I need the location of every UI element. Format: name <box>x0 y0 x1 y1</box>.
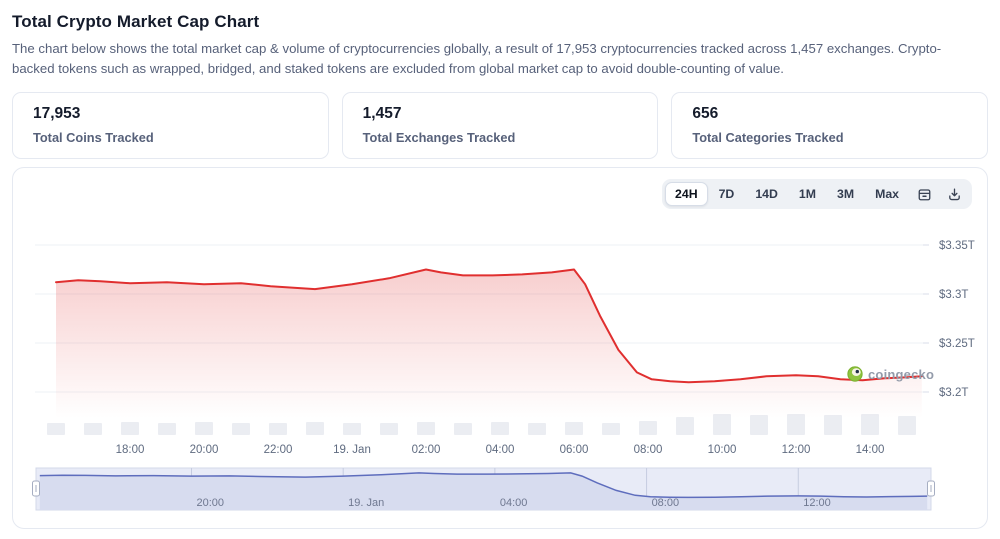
navigator-labels: 20:00 19. Jan 04:00 08:00 12:00 <box>196 497 830 509</box>
svg-text:19. Jan: 19. Jan <box>348 497 384 509</box>
svg-text:$3.2T: $3.2T <box>939 387 968 399</box>
svg-text:$3.25T: $3.25T <box>939 338 975 350</box>
calendar-icon <box>918 189 931 201</box>
coins-tracked-value: 17,953 <box>33 105 81 123</box>
svg-text:12:00: 12:00 <box>803 497 831 509</box>
watermark-text: coingecko <box>868 366 935 382</box>
svg-text:08:00: 08:00 <box>634 444 663 456</box>
svg-text:04:00: 04:00 <box>486 444 515 456</box>
range-14d-button[interactable]: 14D <box>745 182 788 206</box>
navigator-area <box>39 473 928 511</box>
svg-text:18:00: 18:00 <box>116 444 145 456</box>
y-axis-labels: $3.35T $3.3T $3.25T $3.2T <box>939 240 975 399</box>
exchanges-tracked-label: Total Exchanges Tracked <box>362 130 516 146</box>
svg-text:14:00: 14:00 <box>856 444 885 456</box>
stats-row: 17,953 Total Coins Tracked 1,457 Total E… <box>12 92 989 160</box>
range-1m-button[interactable]: 1M <box>789 182 826 206</box>
x-axis-labels: 18:00 20:00 22:00 19. Jan 02:00 04:00 06:00 08:… <box>116 444 885 456</box>
svg-text:04:00: 04:00 <box>500 497 528 509</box>
navigator-chart[interactable]: 20:00 19. Jan 04:00 08:00 12:00 <box>13 466 993 522</box>
categories-tracked-value: 656 <box>692 105 719 123</box>
range-7d-button[interactable]: 7D <box>709 182 745 206</box>
download-icon <box>949 188 960 200</box>
stat-card-categories: 656 Total Categories Tracked <box>671 92 989 160</box>
svg-text:06:00: 06:00 <box>560 444 589 456</box>
range-max-button[interactable]: Max <box>865 182 909 206</box>
range-24h-button[interactable]: 24H <box>665 182 708 207</box>
svg-text:10:00: 10:00 <box>708 444 737 456</box>
coingecko-watermark: coingecko <box>847 366 934 382</box>
chart-range-controls: 24H 7D 14D 1M 3M Max <box>662 179 972 210</box>
exchanges-tracked-value: 1,457 <box>362 105 402 123</box>
coins-tracked-label: Total Coins Tracked <box>33 130 154 146</box>
date-picker-button[interactable] <box>910 183 939 206</box>
stat-card-coins: 17,953 Total Coins Tracked <box>12 92 329 160</box>
svg-text:08:00: 08:00 <box>652 497 680 509</box>
download-chart-button[interactable] <box>940 183 969 206</box>
gecko-icon <box>847 366 863 382</box>
svg-text:$3.3T: $3.3T <box>939 289 968 301</box>
svg-text:20:00: 20:00 <box>196 497 224 509</box>
svg-text:$3.35T: $3.35T <box>939 240 975 252</box>
navigator-line <box>39 472 928 499</box>
svg-text:12:00: 12:00 <box>782 444 811 456</box>
page-description: The chart below shows the total market c… <box>12 41 942 77</box>
svg-text:19. Jan: 19. Jan <box>333 444 371 456</box>
svg-text:20:00: 20:00 <box>190 444 219 456</box>
svg-text:22:00: 22:00 <box>264 444 293 456</box>
chart-card: 24H 7D 14D 1M 3M Max $3.35T $3.3T $3.25T $3.2T 18… <box>12 167 988 530</box>
stat-card-exchanges: 1,457 Total Exchanges Tracked <box>341 92 659 160</box>
page-title: Total Crypto Market Cap Chart <box>12 12 260 31</box>
range-buttons: 24H 7D 14D 1M 3M Max <box>665 182 909 207</box>
nav-handle-left[interactable] <box>32 480 40 497</box>
svg-text:02:00: 02:00 <box>412 444 441 456</box>
range-3m-button[interactable]: 3M <box>827 182 864 206</box>
market-cap-area <box>56 269 922 436</box>
nav-handle-right[interactable] <box>927 480 935 497</box>
categories-tracked-label: Total Categories Tracked <box>692 130 844 146</box>
market-cap-line <box>55 268 923 384</box>
main-chart[interactable]: $3.35T $3.3T $3.25T $3.2T 18:00 20:00 22:00 19.… <box>13 213 983 463</box>
